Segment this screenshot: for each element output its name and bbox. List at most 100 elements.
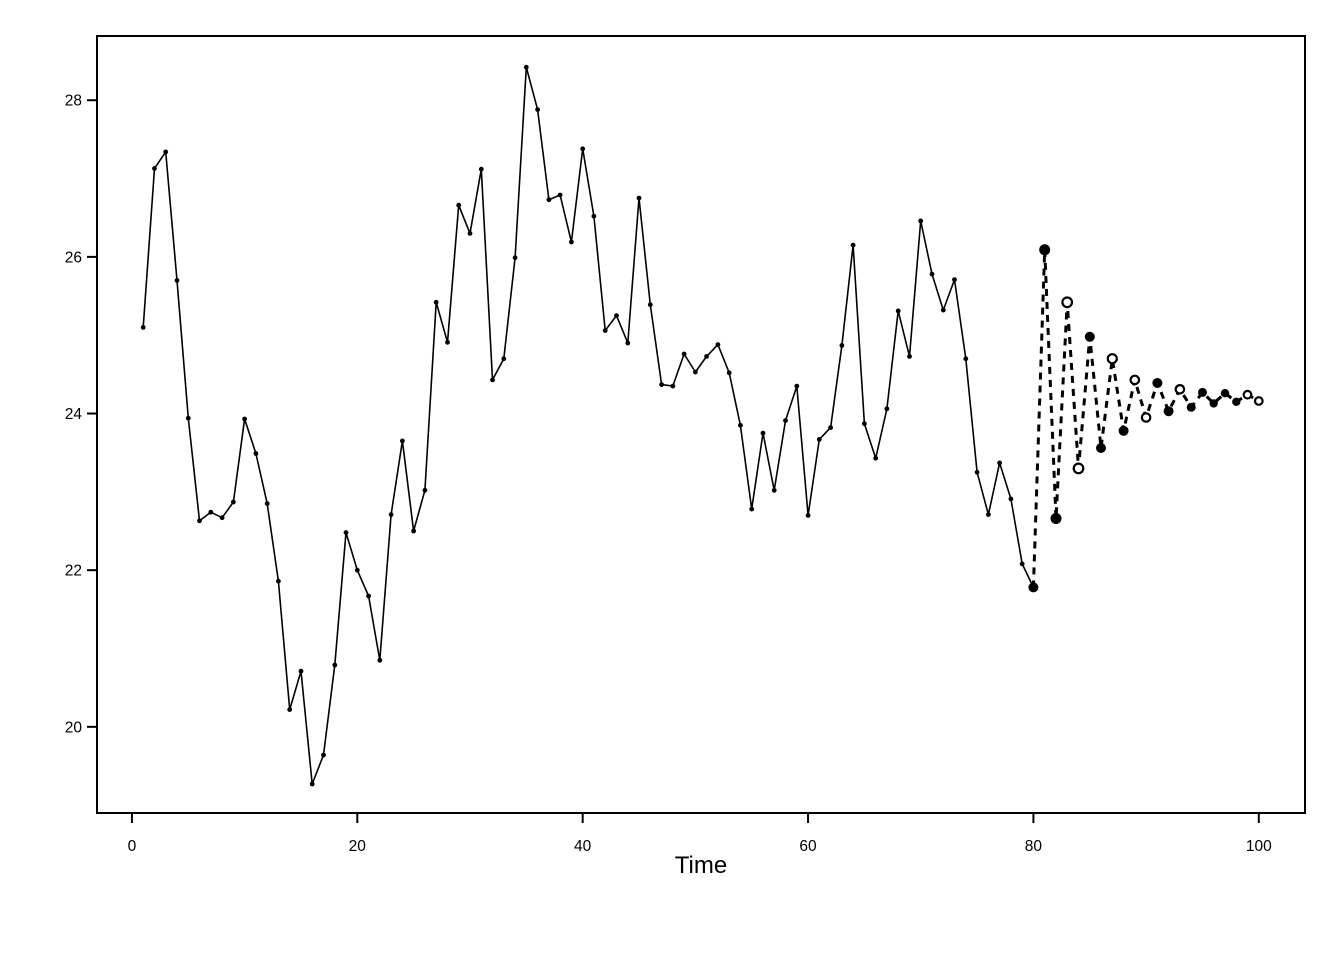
observed-point bbox=[411, 528, 416, 534]
observed-point bbox=[738, 422, 743, 428]
forecast-point-filled bbox=[1186, 402, 1196, 412]
plot-box bbox=[96, 35, 1306, 814]
forecast-point-filled bbox=[1209, 399, 1218, 408]
observed-point bbox=[907, 354, 912, 359]
observed-point bbox=[512, 255, 518, 261]
observed-point bbox=[174, 278, 180, 283]
observed-point bbox=[749, 506, 755, 512]
x-tick-label: 0 bbox=[128, 838, 137, 855]
observed-point bbox=[602, 328, 608, 333]
y-tick-label: 24 bbox=[65, 406, 83, 423]
observed-point bbox=[1019, 561, 1025, 567]
x-axis: 0 20 40 60 80 100 bbox=[128, 813, 1272, 855]
observed-point bbox=[974, 469, 980, 475]
forecast-point-open bbox=[1253, 396, 1264, 406]
observed-point bbox=[523, 64, 529, 70]
observed-point bbox=[580, 146, 586, 152]
forecast-point-open bbox=[1106, 353, 1118, 365]
observed-point bbox=[467, 231, 473, 236]
observed-point bbox=[693, 369, 698, 375]
observed-point bbox=[681, 351, 687, 357]
forecast-point-open bbox=[1242, 389, 1253, 400]
observed-point bbox=[726, 370, 732, 376]
x-tick-label: 60 bbox=[799, 838, 817, 855]
observed-point bbox=[647, 302, 653, 308]
observed-point bbox=[670, 383, 676, 389]
observed-point bbox=[816, 437, 822, 442]
observed-point bbox=[264, 501, 270, 506]
observed-point bbox=[569, 239, 574, 245]
forecast-point-filled bbox=[1039, 244, 1051, 256]
observed-point bbox=[805, 513, 811, 518]
observed-point bbox=[490, 377, 495, 383]
observed-point bbox=[377, 657, 383, 663]
forecast-point-open bbox=[1072, 462, 1085, 475]
forecast-point-filled bbox=[1152, 378, 1163, 388]
forecast-point-open bbox=[1140, 412, 1152, 423]
observed-point bbox=[242, 416, 248, 422]
observed-point bbox=[895, 308, 901, 314]
observed-point bbox=[704, 354, 709, 359]
observed-point bbox=[783, 418, 788, 423]
observed-point bbox=[952, 277, 957, 282]
observed-point bbox=[309, 781, 315, 787]
observed-point bbox=[478, 166, 484, 172]
observed-point bbox=[986, 512, 991, 517]
observed-point bbox=[276, 578, 281, 584]
observed-point bbox=[400, 438, 405, 444]
observed-point bbox=[433, 299, 439, 305]
observed-point bbox=[850, 242, 856, 248]
observed-point bbox=[445, 339, 450, 345]
observed-point bbox=[298, 668, 304, 674]
observed-point bbox=[963, 356, 969, 362]
observed-point bbox=[636, 195, 642, 201]
observed-point bbox=[828, 425, 833, 430]
x-tick-label: 20 bbox=[349, 838, 367, 855]
observed-point bbox=[1008, 496, 1014, 502]
observed-point bbox=[332, 662, 338, 668]
x-tick-label: 40 bbox=[574, 838, 592, 855]
observed-point bbox=[185, 415, 191, 421]
observed-point bbox=[501, 356, 507, 362]
plot-border bbox=[96, 35, 1306, 814]
y-tick-label: 28 bbox=[65, 93, 82, 110]
forecast-point-filled bbox=[1050, 513, 1062, 524]
observed-point bbox=[862, 421, 867, 427]
forecast-point-filled bbox=[1232, 397, 1241, 406]
observed-point bbox=[884, 406, 890, 412]
observed-point bbox=[715, 342, 721, 347]
x-axis-title: Time bbox=[675, 852, 727, 879]
observed-point bbox=[794, 383, 800, 389]
y-tick-label: 22 bbox=[65, 563, 82, 580]
observed-point bbox=[614, 313, 619, 318]
observed-point bbox=[591, 213, 597, 219]
observed-point bbox=[253, 451, 259, 456]
observed-line bbox=[142, 66, 1035, 785]
observed-point bbox=[388, 512, 394, 517]
observed-series bbox=[140, 64, 1036, 787]
forecast-point-filled bbox=[1096, 443, 1106, 453]
forecast-point-open bbox=[1174, 383, 1186, 395]
y-tick-label: 26 bbox=[65, 249, 82, 266]
observed-point bbox=[231, 499, 236, 505]
forecast-point-filled bbox=[1198, 387, 1207, 397]
observed-point bbox=[197, 518, 202, 524]
forecast-series bbox=[1028, 244, 1264, 593]
observed-point bbox=[659, 382, 664, 387]
observed-point bbox=[557, 192, 563, 198]
observed-point bbox=[219, 515, 225, 521]
observed-point bbox=[163, 149, 169, 155]
observed-point bbox=[208, 509, 214, 515]
observed-point bbox=[152, 166, 157, 171]
forecast-point-filled bbox=[1084, 331, 1095, 342]
observed-point bbox=[873, 455, 879, 461]
observed-point bbox=[366, 593, 371, 599]
observed-point bbox=[771, 487, 777, 493]
observed-point bbox=[321, 752, 326, 758]
observed-point bbox=[625, 340, 631, 346]
observed-point bbox=[343, 530, 349, 535]
observed-point bbox=[940, 307, 946, 313]
y-tick-label: 20 bbox=[65, 719, 83, 736]
